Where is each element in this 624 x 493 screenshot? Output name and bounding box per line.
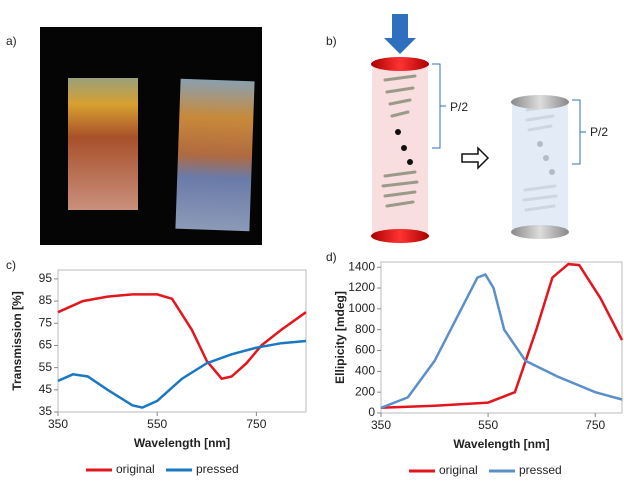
cap bbox=[371, 229, 429, 243]
y-axis-label: Transmission [%] bbox=[10, 291, 24, 390]
y-tick-label: 600 bbox=[355, 343, 375, 357]
panel-label: a) bbox=[6, 34, 17, 48]
y-tick-label: 400 bbox=[355, 364, 375, 378]
y-tick-label: 1200 bbox=[348, 280, 375, 294]
y-tick-label: 85 bbox=[39, 293, 53, 307]
y-tick-label: 0 bbox=[368, 405, 375, 419]
cylinder bbox=[512, 102, 568, 232]
cap bbox=[511, 95, 569, 109]
y-tick-label: 800 bbox=[355, 322, 375, 336]
panel-label: c) bbox=[6, 258, 16, 272]
panel-label: d) bbox=[326, 250, 337, 264]
plot-frame bbox=[381, 262, 622, 413]
y-tick-label: 95 bbox=[39, 271, 53, 285]
legend-label: original bbox=[116, 462, 155, 476]
x-tick-label: 750 bbox=[246, 417, 266, 431]
film-pressed bbox=[175, 79, 254, 231]
y-tick-label: 1400 bbox=[348, 259, 375, 273]
bracket bbox=[432, 64, 446, 148]
transform-arrow bbox=[462, 148, 488, 168]
cap bbox=[511, 225, 569, 239]
bracket bbox=[572, 100, 586, 164]
x-tick-label: 750 bbox=[585, 418, 605, 432]
legend-label: pressed bbox=[519, 463, 562, 477]
y-tick-label: 75 bbox=[39, 315, 53, 329]
y-tick-label: 45 bbox=[39, 382, 53, 396]
y-tick-label: 65 bbox=[39, 338, 53, 352]
x-axis-label: Wavelength [nm] bbox=[453, 437, 549, 451]
x-axis-label: Wavelength [nm] bbox=[134, 436, 230, 450]
y-axis-label: Ellipicity [mdeg] bbox=[333, 291, 347, 384]
legend-label: original bbox=[439, 463, 478, 477]
pitch-label: P/2 bbox=[590, 125, 608, 139]
data-line bbox=[58, 341, 306, 408]
y-tick-label: 1000 bbox=[348, 301, 375, 315]
y-tick-label: 35 bbox=[39, 404, 53, 418]
x-tick-label: 550 bbox=[147, 417, 167, 431]
legend-label: pressed bbox=[196, 462, 239, 476]
y-tick-label: 200 bbox=[355, 384, 375, 398]
x-tick-label: 350 bbox=[48, 417, 68, 431]
pitch-label: P/2 bbox=[450, 100, 468, 114]
cap bbox=[371, 57, 429, 71]
x-tick-label: 350 bbox=[371, 418, 391, 432]
panel-label: b) bbox=[326, 34, 337, 48]
data-line bbox=[58, 294, 306, 378]
film-original bbox=[68, 78, 138, 210]
press-arrow bbox=[384, 14, 416, 54]
figure: a) b) P/2 P/2 c) 35 45 55 65 75 85 95 350 550 750 W… bbox=[0, 0, 624, 488]
y-tick-label: 55 bbox=[39, 360, 53, 374]
x-tick-label: 550 bbox=[478, 418, 498, 432]
data-line bbox=[381, 275, 622, 408]
